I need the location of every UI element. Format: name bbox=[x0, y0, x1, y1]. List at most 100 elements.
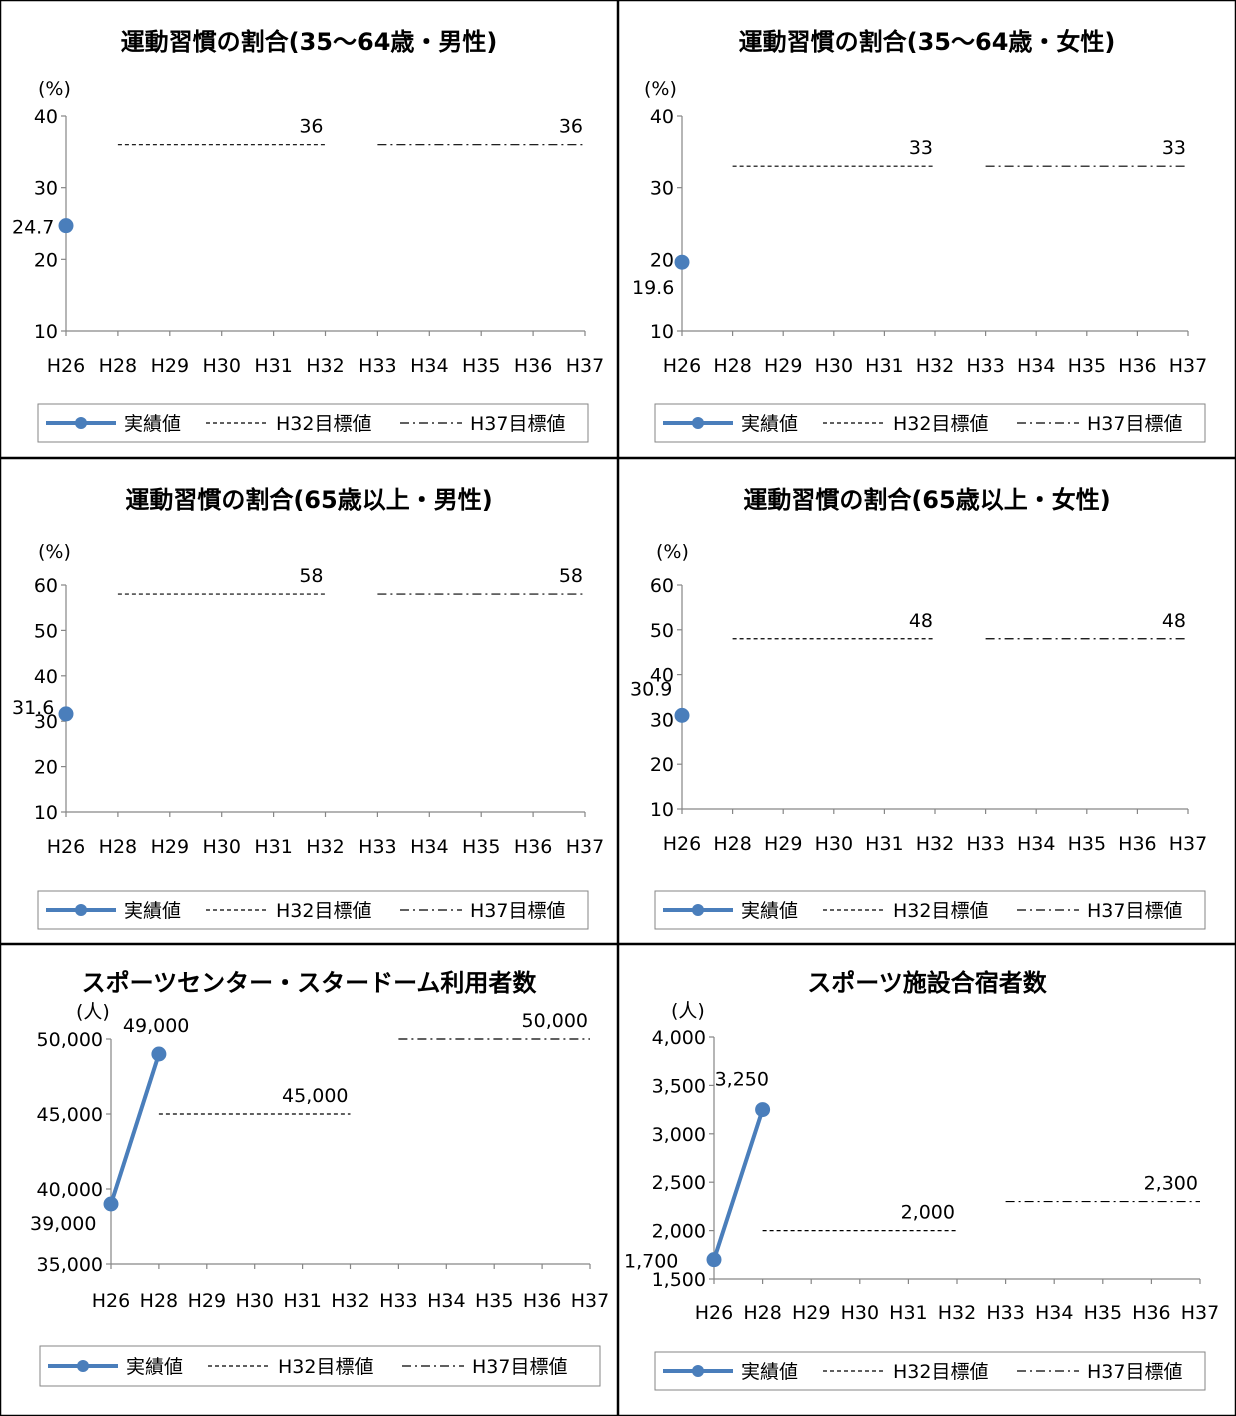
x-tick-label: H26 bbox=[47, 355, 85, 377]
legend-actual-marker bbox=[692, 1365, 704, 1377]
legend-actual-label: 実績値 bbox=[741, 900, 798, 922]
x-tick-label: H36 bbox=[1118, 833, 1156, 855]
x-tick-label: H34 bbox=[427, 1290, 465, 1312]
y-unit-label: (%) bbox=[656, 541, 689, 563]
actual-point bbox=[103, 1196, 119, 1212]
target-h37-label: 58 bbox=[559, 565, 583, 587]
legend-h37-label: H37目標値 bbox=[1087, 413, 1182, 435]
x-tick-label: H35 bbox=[1084, 1302, 1122, 1324]
x-tick-label: H29 bbox=[792, 1302, 830, 1324]
x-tick-label: H31 bbox=[254, 836, 292, 858]
x-tick-label: H31 bbox=[865, 833, 903, 855]
x-tick-label: H28 bbox=[743, 1302, 781, 1324]
y-tick-label: 10 bbox=[650, 799, 674, 821]
x-tick-label: H26 bbox=[663, 355, 701, 377]
x-tick-label: H28 bbox=[99, 836, 137, 858]
x-tick-label: H36 bbox=[514, 355, 552, 377]
y-tick-label: 45,000 bbox=[37, 1104, 103, 1126]
y-tick-label: 30 bbox=[650, 709, 674, 731]
y-unit-label: (人) bbox=[76, 1001, 110, 1023]
y-tick-label: 60 bbox=[650, 575, 674, 597]
x-tick-label: H34 bbox=[410, 355, 448, 377]
x-tick-label: H30 bbox=[235, 1290, 273, 1312]
x-tick-label: H34 bbox=[1035, 1302, 1073, 1324]
y-tick-label: 3,500 bbox=[652, 1075, 706, 1097]
chart-panel-2: 運動習慣の割合(35～64歳・女性) (%) 10 20 30 40 H26 H28 H29 H3… bbox=[618, 0, 1236, 458]
actual-point bbox=[706, 1252, 722, 1268]
actual-point bbox=[674, 707, 690, 723]
y-unit-label: (人) bbox=[671, 1000, 705, 1022]
target-h37-label: 48 bbox=[1162, 610, 1186, 632]
legend-h37-label: H37目標値 bbox=[470, 900, 565, 922]
x-tick-label: H35 bbox=[1068, 355, 1106, 377]
chart-svg: 運動習慣の割合(35～64歳・女性) (%) 10 20 30 40 H26 H28 H29 H3… bbox=[618, 0, 1236, 458]
x-tick-label: H28 bbox=[713, 833, 751, 855]
x-tick-label: H34 bbox=[410, 836, 448, 858]
legend-h37-label: H37目標値 bbox=[1087, 900, 1182, 922]
actual-series-line bbox=[712, 1108, 765, 1261]
x-tick-label: H28 bbox=[713, 355, 751, 377]
x-tick-label: H28 bbox=[99, 355, 137, 377]
chart-panel-3: 運動習慣の割合(65歳以上・男性) (%) 10 20 30 40 50 60 H26 H28 H2… bbox=[0, 458, 618, 944]
x-tick-label: H29 bbox=[151, 355, 189, 377]
actual-point bbox=[674, 254, 690, 270]
legend-h32-label: H32目標値 bbox=[276, 900, 371, 922]
actual-series-line bbox=[109, 1053, 161, 1205]
x-tick-label: H32 bbox=[331, 1290, 369, 1312]
target-h37-label: 50,000 bbox=[522, 1010, 588, 1032]
legend-box bbox=[39, 1345, 601, 1387]
y-tick-label: 40 bbox=[650, 665, 674, 687]
target-h32-label: 58 bbox=[299, 565, 323, 587]
x-tick-label: H32 bbox=[306, 836, 344, 858]
x-tick-label: H33 bbox=[966, 355, 1004, 377]
y-tick-label: 10 bbox=[650, 321, 674, 343]
panel-border bbox=[0, 458, 618, 944]
x-tick-label: H30 bbox=[202, 355, 240, 377]
y-tick-label: 50,000 bbox=[37, 1029, 103, 1051]
x-tick-label: H29 bbox=[764, 355, 802, 377]
x-tick-label: H34 bbox=[1017, 833, 1055, 855]
x-tick-label: H26 bbox=[695, 1302, 733, 1324]
actual-point-label: 31.6 bbox=[12, 697, 54, 719]
legend-box bbox=[654, 403, 1206, 443]
target-h32-label: 33 bbox=[909, 137, 933, 159]
panel-border bbox=[618, 0, 1236, 458]
actual-point bbox=[58, 706, 74, 722]
chart-title: スポーツ施設合宿者数 bbox=[807, 969, 1048, 997]
chart-panel-6: スポーツ施設合宿者数 (人) 1,500 2,000 2,500 3,000 3,500 4,… bbox=[618, 944, 1236, 1416]
legend-actual-label: 実績値 bbox=[126, 1356, 183, 1378]
y-tick-label: 50 bbox=[650, 620, 674, 642]
x-tick-label: H29 bbox=[151, 836, 189, 858]
x-tick-label: H33 bbox=[358, 836, 396, 858]
y-tick-label: 30 bbox=[34, 178, 58, 200]
legend-h37-label: H37目標値 bbox=[470, 413, 565, 435]
actual-point-label: 49,000 bbox=[123, 1015, 189, 1037]
actual-point-label: 1,700 bbox=[624, 1251, 678, 1273]
y-tick-label: 20 bbox=[34, 757, 58, 779]
x-tick-label: H31 bbox=[865, 355, 903, 377]
x-tick-label: H37 bbox=[1169, 833, 1207, 855]
x-tick-label: H31 bbox=[889, 1302, 927, 1324]
x-tick-label: H33 bbox=[358, 355, 396, 377]
y-tick-label: 20 bbox=[34, 249, 58, 271]
x-tick-label: H36 bbox=[1118, 355, 1156, 377]
chart-title: 運動習慣の割合(35～64歳・女性) bbox=[739, 28, 1116, 56]
legend-box bbox=[37, 403, 589, 443]
chart-panel-1: 運動習慣の割合(35～64歳・男性) (%) 10 20 30 40 H26 H28 H29 H3… bbox=[0, 0, 618, 458]
legend-box bbox=[37, 890, 589, 930]
x-tick-label: H32 bbox=[916, 833, 954, 855]
legend-h32-label: H32目標値 bbox=[893, 1361, 988, 1383]
chart-title: 運動習慣の割合(65歳以上・女性) bbox=[743, 486, 1110, 514]
legend-h32-label: H32目標値 bbox=[893, 900, 988, 922]
x-tick-label: H31 bbox=[283, 1290, 321, 1312]
legend-actual-label: 実績値 bbox=[741, 413, 798, 435]
legend-actual-marker bbox=[75, 904, 87, 916]
target-h32-label: 45,000 bbox=[282, 1085, 348, 1107]
y-tick-label: 3,000 bbox=[652, 1124, 706, 1146]
y-tick-label: 10 bbox=[34, 321, 58, 343]
x-tick-label: H26 bbox=[663, 833, 701, 855]
x-tick-label: H26 bbox=[92, 1290, 130, 1312]
x-tick-label: H35 bbox=[462, 836, 500, 858]
actual-point bbox=[58, 218, 74, 234]
chart-panel-5: スポーツセンター・スタードーム利用者数 (人) 35,000 40,000 45,000… bbox=[0, 944, 618, 1416]
